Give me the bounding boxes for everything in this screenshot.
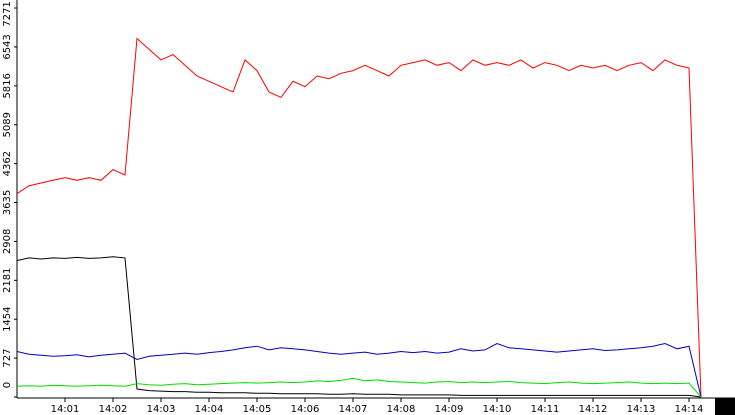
x-tick-label: 14:09: [435, 404, 464, 415]
series-line: [16, 37, 702, 398]
x-tick-label: 14:04: [195, 404, 224, 415]
x-tick-label: 14:03: [147, 404, 176, 415]
x-tick-label: 14:07: [339, 404, 368, 415]
x-tick-label: 14:14: [675, 404, 704, 415]
series-line: [16, 342, 702, 398]
y-tick-label: 2908: [2, 229, 13, 254]
x-tick-label: 14:11: [531, 404, 560, 415]
x-tick-label: 14:13: [627, 404, 656, 415]
y-tick-label: 2181: [2, 268, 13, 293]
y-tick-label: 727: [2, 349, 13, 368]
series-line: [16, 256, 702, 398]
y-tick-label: 6543: [2, 34, 13, 59]
y-tick-label: 5816: [2, 73, 13, 98]
y-tick-label: 5089: [2, 112, 13, 137]
series-line: [16, 377, 702, 398]
corner-block: [715, 398, 735, 415]
x-tick-label: 14:08: [387, 404, 416, 415]
x-tick-label: 14:06: [291, 404, 320, 415]
x-tick-label: 14:12: [579, 404, 608, 415]
y-tick-label: 4362: [2, 151, 13, 176]
y-tick-label: 0: [2, 382, 13, 388]
x-tick-label: 14:10: [483, 404, 512, 415]
x-tick-label: 14:01: [51, 404, 80, 415]
y-tick-label: 1454: [2, 306, 13, 331]
x-tick-label: 14:02: [99, 404, 128, 415]
y-tick-label: 3635: [2, 190, 13, 215]
x-tick-label: 14:05: [243, 404, 272, 415]
y-tick-label: 7271: [2, 1, 13, 26]
